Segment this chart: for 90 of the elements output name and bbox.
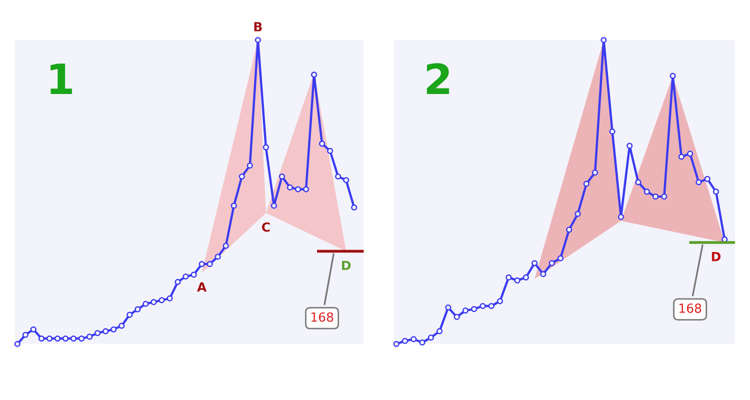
annotation: 168 [680, 304, 702, 313]
point [402, 338, 408, 344]
point [134, 306, 141, 312]
annotation: 168 [312, 312, 334, 322]
point [566, 226, 572, 233]
chart-title: 2 [426, 63, 449, 94]
point [670, 72, 676, 79]
point [687, 150, 694, 157]
point [22, 332, 28, 338]
point [462, 308, 469, 314]
point [62, 335, 69, 342]
point [14, 340, 20, 348]
point [514, 277, 520, 284]
point [496, 298, 504, 304]
text: B [254, 22, 262, 32]
point [78, 335, 85, 342]
point [609, 128, 616, 135]
point [214, 254, 221, 260]
point [110, 326, 117, 332]
point [166, 295, 173, 302]
point [126, 312, 133, 318]
point [86, 334, 93, 340]
point [532, 260, 538, 266]
point [471, 306, 478, 312]
point [286, 184, 294, 190]
point [712, 188, 720, 195]
point [583, 180, 590, 187]
point [30, 326, 36, 332]
point [118, 322, 125, 329]
point [393, 340, 400, 348]
point [351, 204, 358, 211]
point [54, 335, 61, 342]
annotation: A [197, 282, 207, 292]
point [635, 179, 642, 186]
point [94, 330, 101, 336]
point [574, 210, 581, 217]
point [454, 314, 460, 320]
point [319, 140, 326, 147]
point [70, 335, 77, 342]
point [696, 179, 702, 186]
point [540, 271, 546, 278]
point [522, 274, 529, 280]
point [254, 36, 261, 44]
point [38, 335, 45, 342]
point [506, 274, 512, 280]
point [661, 194, 668, 200]
point [419, 339, 426, 346]
point [174, 278, 181, 286]
point [704, 176, 710, 182]
point [198, 260, 205, 268]
point [278, 173, 286, 180]
annotation: D [342, 260, 351, 270]
point [445, 304, 452, 311]
point [436, 328, 443, 334]
point [428, 334, 434, 341]
point [246, 162, 253, 169]
point [182, 273, 189, 280]
point [190, 272, 197, 278]
point [652, 194, 659, 200]
point [238, 173, 245, 180]
point [310, 72, 318, 78]
point [46, 335, 53, 342]
annotation: C [262, 222, 270, 232]
chart-title: 1 [50, 64, 72, 94]
point [302, 186, 310, 192]
point [600, 36, 607, 44]
point [222, 242, 229, 249]
point [626, 142, 633, 149]
point [270, 202, 278, 209]
point [488, 302, 494, 310]
point [557, 255, 564, 262]
point [343, 177, 350, 184]
point [102, 328, 109, 334]
point [142, 300, 149, 307]
point [548, 260, 555, 266]
point [230, 202, 237, 209]
point [678, 154, 684, 160]
point [206, 260, 213, 268]
point [294, 186, 302, 192]
point [592, 169, 598, 176]
point [644, 188, 650, 195]
point [410, 336, 417, 342]
point [158, 297, 165, 304]
point [262, 144, 269, 150]
annotation: D [712, 252, 721, 262]
point [150, 298, 157, 306]
point [618, 214, 624, 220]
point [335, 173, 342, 180]
point [327, 148, 334, 154]
point [480, 302, 486, 310]
